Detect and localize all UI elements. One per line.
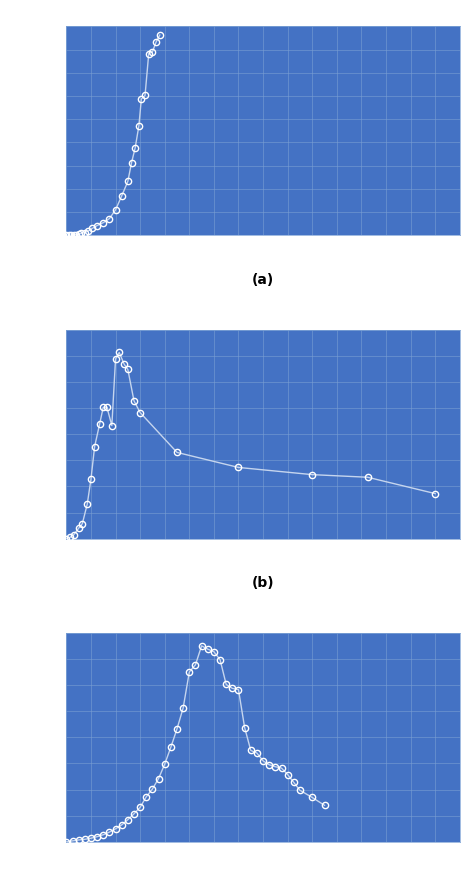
- Y-axis label: Force (N): Force (N): [23, 707, 36, 768]
- X-axis label: Elongation (%): Elongation (%): [214, 252, 312, 264]
- Text: (a): (a): [252, 273, 274, 287]
- X-axis label: Elongation (%): Elongation (%): [214, 554, 312, 567]
- X-axis label: Elongation (%): Elongation (%): [214, 858, 312, 871]
- Text: (b): (b): [252, 576, 274, 590]
- Y-axis label: Force (N): Force (N): [23, 403, 36, 465]
- Y-axis label: Force (N): Force (N): [23, 100, 36, 161]
